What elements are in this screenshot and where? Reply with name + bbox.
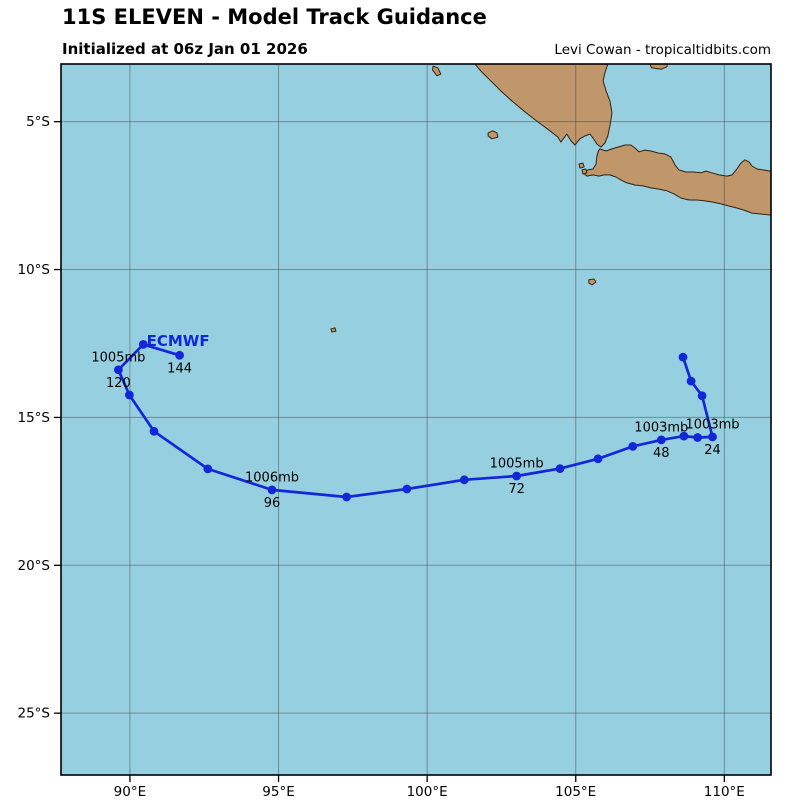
track-point — [708, 432, 717, 442]
plot-border — [60, 63, 772, 776]
pressure-label: 1005mb — [91, 350, 145, 365]
pressure-label: 1003mb — [634, 420, 688, 435]
track-point — [203, 464, 213, 474]
track-point — [459, 475, 469, 485]
track-point — [697, 391, 707, 401]
pressure-label: 1003mb — [686, 417, 740, 432]
lat-tick-label: 15°S — [18, 410, 51, 426]
landmass-pagai-islet — [432, 65, 442, 77]
landmass-cocos-islands — [330, 327, 337, 333]
track-point — [114, 365, 123, 375]
page-title: 11S ELEVEN - Model Track Guidance — [62, 5, 487, 29]
landmass-krakatau-islet-2 — [581, 168, 588, 175]
track-point — [175, 350, 185, 360]
track-point — [656, 435, 666, 445]
lon-tick-label: 105°E — [555, 784, 596, 800]
landmass-java — [582, 144, 771, 216]
landmass-christmas-island — [588, 278, 597, 286]
lat-tick-label: 10°S — [18, 262, 51, 278]
track-point — [138, 340, 148, 349]
track-point — [693, 433, 702, 442]
hour-label: 72 — [508, 482, 525, 497]
track-point — [679, 431, 689, 441]
track-group — [114, 340, 717, 502]
hour-label: 120 — [106, 376, 131, 391]
pressure-label: 1006mb — [245, 470, 299, 485]
credit-label: Levi Cowan - tropicaltidbits.com — [554, 42, 771, 58]
hour-label: 48 — [653, 446, 670, 461]
lon-tick-label: 110°E — [704, 784, 745, 800]
hour-label: 24 — [704, 443, 721, 458]
model-label-ecmwf: ECMWF — [147, 332, 210, 350]
lat-tick-label: 25°S — [18, 706, 51, 722]
track-point — [267, 485, 277, 495]
lon-tick-label: 90°E — [114, 784, 146, 800]
track-point — [342, 492, 351, 502]
lat-tick-label: 20°S — [18, 558, 51, 574]
track-point — [402, 484, 412, 494]
track-point — [628, 442, 638, 451]
track-label-group: 1003mb 24 1003mb 48 1005mb 72 1006mb 96 1005mb 12… — [91, 350, 739, 511]
grid-group — [61, 64, 771, 775]
track-point — [149, 426, 159, 436]
lon-tick-label: 95°E — [262, 784, 294, 800]
hour-label: 96 — [264, 496, 281, 511]
lat-tick-label: 5°S — [26, 114, 50, 130]
track-point — [512, 471, 521, 481]
track-point — [678, 352, 688, 362]
track-point — [555, 464, 565, 473]
init-time-label: Initialized at 06z Jan 01 2026 — [62, 40, 308, 58]
landmass-enggano-island — [487, 130, 499, 140]
land-group — [330, 64, 771, 333]
landmass-belitung-islet — [649, 64, 668, 70]
lon-tick-label: 100°E — [407, 784, 448, 800]
track-point — [686, 376, 696, 386]
landmass-krakatau-islet-1 — [578, 162, 585, 169]
track-point — [124, 390, 134, 400]
landmass-sumatra — [474, 64, 613, 148]
hour-label: 144 — [167, 361, 192, 376]
pressure-label: 1005mb — [490, 457, 544, 472]
track-point — [593, 454, 603, 464]
